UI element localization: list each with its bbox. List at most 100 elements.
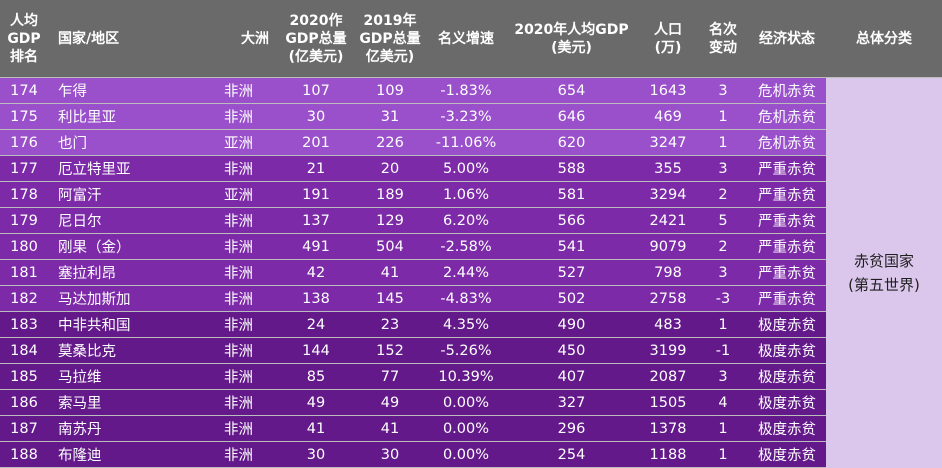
cell-gdp-2020: 138 xyxy=(279,285,353,312)
header-gdp-2019: 2019年 GDP总量 亿美元) xyxy=(353,0,427,78)
cell-gdp-per-capita: 296 xyxy=(505,415,638,442)
cell-continent: 非洲 xyxy=(198,155,279,182)
header-growth: 名义增速 xyxy=(427,0,505,78)
cell-growth: 0.00% xyxy=(427,441,505,468)
cell-gdp-2019: 145 xyxy=(353,285,427,312)
cell-population: 469 xyxy=(638,103,698,130)
cell-gdp-per-capita: 588 xyxy=(505,155,638,182)
cell-continent: 非洲 xyxy=(198,103,279,130)
cell-gdp-per-capita: 566 xyxy=(505,207,638,234)
cell-gdp-2019: 152 xyxy=(353,337,427,364)
cell-rank: 179 xyxy=(0,207,48,234)
cell-rank: 174 xyxy=(0,77,48,104)
cell-gdp-2019: 109 xyxy=(353,77,427,104)
cell-country: 刚果（金） xyxy=(48,233,198,260)
table-row: 175 利比里亚 非洲 30 31 -3.23% 646 469 1 危机赤贫 xyxy=(0,103,942,130)
cell-country: 索马里 xyxy=(48,389,198,416)
cell-country: 马达加斯加 xyxy=(48,285,198,312)
cell-gdp-2019: 41 xyxy=(353,259,427,286)
cell-rank-change: 5 xyxy=(698,207,748,234)
table-row: 176 也门 亚洲 201 226 -11.06% 620 3247 1 危机赤贫 xyxy=(0,129,942,156)
cell-continent: 非洲 xyxy=(198,77,279,104)
table-row: 179 尼日尔 非洲 137 129 6.20% 566 2421 5 严重赤贫 xyxy=(0,207,942,234)
cell-gdp-2019: 23 xyxy=(353,311,427,338)
cell-gdp-per-capita: 620 xyxy=(505,129,638,156)
cell-gdp-per-capita: 527 xyxy=(505,259,638,286)
cell-growth: 6.20% xyxy=(427,207,505,234)
header-population: 人口 (万) xyxy=(638,0,698,78)
cell-gdp-per-capita: 654 xyxy=(505,77,638,104)
cell-rank-change: 1 xyxy=(698,129,748,156)
cell-gdp-per-capita: 502 xyxy=(505,285,638,312)
cell-country: 塞拉利昂 xyxy=(48,259,198,286)
table-row: 188 布隆迪 非洲 30 30 0.00% 254 1188 1 极度赤贫 xyxy=(0,441,942,468)
cell-country: 中非共和国 xyxy=(48,311,198,338)
table-row: 183 中非共和国 非洲 24 23 4.35% 490 483 1 极度赤贫 xyxy=(0,311,942,338)
cell-growth: 0.00% xyxy=(427,389,505,416)
cell-growth: 5.00% xyxy=(427,155,505,182)
cell-continent: 非洲 xyxy=(198,389,279,416)
cell-continent: 非洲 xyxy=(198,441,279,468)
table-row: 185 马拉维 非洲 85 77 10.39% 407 2087 3 极度赤贫 xyxy=(0,363,942,390)
table-row: 180 刚果（金） 非洲 491 504 -2.58% 541 9079 2 严重赤贫 xyxy=(0,233,942,260)
cell-rank-change: -3 xyxy=(698,285,748,312)
header-continent: 大洲 xyxy=(198,0,279,78)
header-per-capita-line-1: 2020年人均GDP xyxy=(514,21,629,38)
cell-rank: 178 xyxy=(0,181,48,208)
cell-economic-status: 严重赤贫 xyxy=(748,181,826,208)
cell-gdp-2019: 31 xyxy=(353,103,427,130)
cell-country: 尼日尔 xyxy=(48,207,198,234)
table-row: 181 塞拉利昂 非洲 42 41 2.44% 527 798 3 严重赤贫 xyxy=(0,259,942,286)
header-rank-change: 名次 变动 xyxy=(698,0,748,78)
cell-gdp-2019: 189 xyxy=(353,181,427,208)
cell-population: 2087 xyxy=(638,363,698,390)
cell-gdp-2019: 129 xyxy=(353,207,427,234)
cell-rank: 176 xyxy=(0,129,48,156)
cell-growth: -2.58% xyxy=(427,233,505,260)
header-gdp-2020-line-2: GDP总量 xyxy=(285,30,347,47)
cell-continent: 亚洲 xyxy=(198,129,279,156)
cell-gdp-2020: 137 xyxy=(279,207,353,234)
cell-economic-status: 严重赤贫 xyxy=(748,259,826,286)
cell-economic-status: 危机赤贫 xyxy=(748,129,826,156)
table-row: 178 阿富汗 亚洲 191 189 1.06% 581 3294 2 严重赤贫 xyxy=(0,181,942,208)
table-row: 182 马达加斯加 非洲 138 145 -4.83% 502 2758 -3 严重赤贫 xyxy=(0,285,942,312)
cell-continent: 非洲 xyxy=(198,311,279,338)
cell-gdp-2019: 226 xyxy=(353,129,427,156)
cell-rank: 184 xyxy=(0,337,48,364)
header-per-capita: 2020年人均GDP (美元) xyxy=(505,0,638,78)
cell-rank: 186 xyxy=(0,389,48,416)
cell-growth: 4.35% xyxy=(427,311,505,338)
cell-economic-status: 严重赤贫 xyxy=(748,155,826,182)
cell-economic-status: 极度赤贫 xyxy=(748,389,826,416)
cell-rank-change: 1 xyxy=(698,441,748,468)
cell-rank-change: 2 xyxy=(698,233,748,260)
cell-economic-status: 极度赤贫 xyxy=(748,311,826,338)
cell-rank-change: 1 xyxy=(698,415,748,442)
cell-country: 布隆迪 xyxy=(48,441,198,468)
cell-population: 3247 xyxy=(638,129,698,156)
cell-growth: -4.83% xyxy=(427,285,505,312)
header-category: 总体分类 xyxy=(826,0,942,78)
cell-country: 厄立特里亚 xyxy=(48,155,198,182)
cell-gdp-2020: 191 xyxy=(279,181,353,208)
cell-rank-change: 3 xyxy=(698,363,748,390)
header-economic-status: 经济状态 xyxy=(748,0,826,78)
header-gdp-2020-line-1: 2020作 xyxy=(289,12,343,29)
cell-country: 也门 xyxy=(48,129,198,156)
cell-economic-status: 严重赤贫 xyxy=(748,233,826,260)
header-rank-line-2: GDP xyxy=(7,30,41,47)
cell-continent: 非洲 xyxy=(198,233,279,260)
cell-gdp-2020: 107 xyxy=(279,77,353,104)
cell-rank: 177 xyxy=(0,155,48,182)
cell-continent: 非洲 xyxy=(198,259,279,286)
category-label: 赤贫国家 xyxy=(853,251,914,270)
cell-gdp-2020: 41 xyxy=(279,415,353,442)
cell-continent: 亚洲 xyxy=(198,181,279,208)
cell-population: 3294 xyxy=(638,181,698,208)
header-rank-line-1: 人均 xyxy=(10,12,38,29)
cell-population: 3199 xyxy=(638,337,698,364)
cell-country: 利比里亚 xyxy=(48,103,198,130)
cell-gdp-2020: 21 xyxy=(279,155,353,182)
cell-gdp-2020: 24 xyxy=(279,311,353,338)
